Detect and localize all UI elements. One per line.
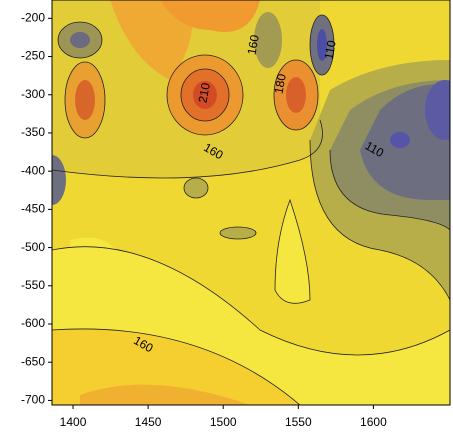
- contour-label: 210: [196, 81, 213, 103]
- y-tick-label: -500: [21, 240, 45, 254]
- y-tick-label: -200: [21, 11, 45, 25]
- x-tick-label: 1400: [60, 415, 87, 429]
- y-tick-label: -450: [21, 202, 45, 216]
- y-tick-label: -250: [21, 49, 45, 63]
- y-tick-label: -650: [21, 354, 45, 368]
- x-tick-label: 1450: [135, 415, 162, 429]
- contour-label: 160: [245, 33, 262, 55]
- y-tick-label: -700: [21, 393, 45, 407]
- y-tick-label: -600: [21, 316, 45, 330]
- contour-label: 180: [272, 72, 289, 94]
- contour-field: [52, 0, 450, 405]
- x-tick-label: 1550: [285, 415, 312, 429]
- y-tick-label: -550: [21, 278, 45, 292]
- y-tick-label: -300: [21, 87, 45, 101]
- x-tick-label: 1600: [360, 415, 387, 429]
- y-tick-label: -350: [21, 125, 45, 139]
- contour-label: 110: [322, 39, 339, 61]
- plot-frame: [51, 0, 451, 406]
- x-tick-label: 1500: [210, 415, 237, 429]
- y-tick-label: -400: [21, 163, 45, 177]
